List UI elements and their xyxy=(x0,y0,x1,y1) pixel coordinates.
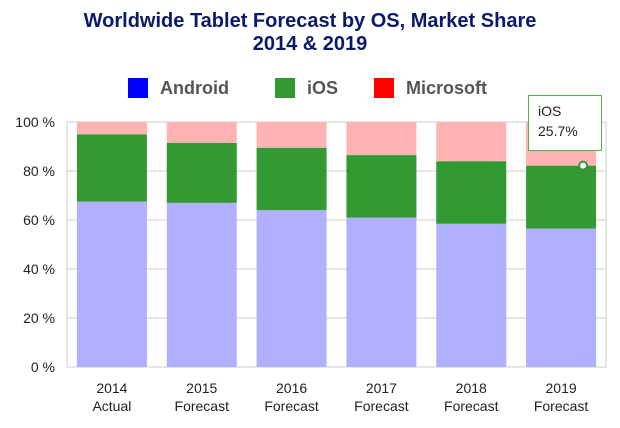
legend-swatch-android xyxy=(128,78,148,98)
plot-frame xyxy=(66,121,607,368)
y-tick-label: 80 % xyxy=(23,163,55,179)
bar-android-2015[interactable] xyxy=(166,202,237,367)
x-tick-label: 2015 xyxy=(186,380,217,396)
bar-android-2016[interactable] xyxy=(256,210,327,367)
bar-ios-2019[interactable] xyxy=(526,165,597,229)
x-tick-label: 2018 xyxy=(456,380,487,396)
bar-microsoft-2016[interactable] xyxy=(256,122,327,148)
x-tick-label: Forecast xyxy=(264,398,319,414)
bar-microsoft-2015[interactable] xyxy=(166,122,237,143)
x-tick-label: 2016 xyxy=(276,380,307,396)
x-tick-label: 2014 xyxy=(96,380,127,396)
x-tick-label: 2017 xyxy=(366,380,397,396)
y-tick-label: 60 % xyxy=(23,212,55,228)
legend-label-ios: iOS xyxy=(307,77,339,98)
legend-swatch-microsoft xyxy=(374,78,394,98)
bar-android-2014[interactable] xyxy=(76,201,147,367)
x-tick-label: Forecast xyxy=(444,398,499,414)
bar-android-2018[interactable] xyxy=(436,223,507,367)
legend-item-microsoft[interactable]: Microsoft xyxy=(374,76,487,100)
legend-swatch-ios xyxy=(275,78,295,98)
chart-title-line-2: 2014 & 2019 xyxy=(252,33,368,55)
bar-android-2017[interactable] xyxy=(346,217,417,367)
tooltip-value: 25.7% xyxy=(538,123,578,139)
bar-ios-2015[interactable] xyxy=(166,142,237,203)
bar-microsoft-2018[interactable] xyxy=(436,122,507,162)
x-tick-label: Forecast xyxy=(175,398,230,414)
legend-label-microsoft: Microsoft xyxy=(406,77,487,98)
bar-microsoft-2014[interactable] xyxy=(76,122,147,135)
tooltip-marker[interactable] xyxy=(578,160,589,171)
bar-ios-2018[interactable] xyxy=(436,161,507,224)
x-tick-label: Forecast xyxy=(534,398,589,414)
legend-item-ios[interactable]: iOS xyxy=(275,76,338,100)
bar-ios-2014[interactable] xyxy=(76,134,147,202)
legend-label-android: Android xyxy=(160,77,229,98)
x-tick-label: 2019 xyxy=(546,380,577,396)
y-tick-label: 20 % xyxy=(23,310,55,326)
bar-ios-2016[interactable] xyxy=(256,147,327,211)
chart-title-line-1: Worldwide Tablet Forecast by OS, Market … xyxy=(83,10,537,32)
x-tick-label: Actual xyxy=(92,398,131,414)
bar-android-2019[interactable] xyxy=(526,228,597,367)
x-tick-label: Forecast xyxy=(354,398,409,414)
tooltip-series-name: iOS xyxy=(538,103,562,119)
chart-tooltip: iOS 25.7% xyxy=(528,95,602,151)
bar-ios-2017[interactable] xyxy=(346,155,417,218)
bar-microsoft-2017[interactable] xyxy=(346,122,417,156)
legend-item-android[interactable]: Android xyxy=(128,76,229,100)
y-tick-label: 0 % xyxy=(31,359,55,375)
y-tick-label: 100 % xyxy=(15,114,55,130)
y-tick-label: 40 % xyxy=(23,261,55,277)
